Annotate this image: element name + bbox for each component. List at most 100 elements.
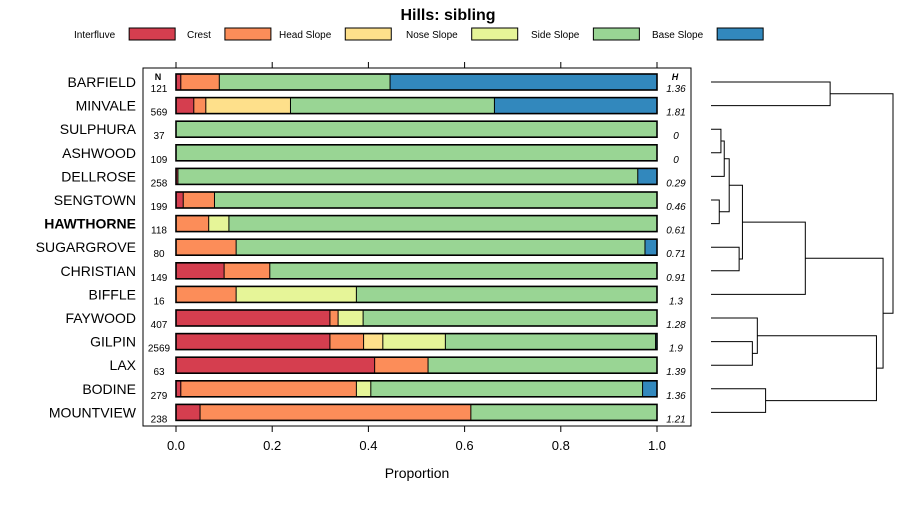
legend-item: Side Slope xyxy=(531,27,640,41)
bar-row xyxy=(175,285,658,304)
bar-segment xyxy=(637,168,657,185)
bar-segment xyxy=(236,286,357,303)
bar-outline xyxy=(175,261,658,280)
bar-segment xyxy=(200,404,471,421)
row-n: 80 xyxy=(153,249,165,260)
bar-segment xyxy=(374,357,429,374)
bar-segment xyxy=(290,97,495,114)
row-label: SENGTOWN xyxy=(54,192,136,208)
row-label: SULPHURA xyxy=(60,121,137,137)
row-labels: N H BARFIELD 121 1.36 MINVALE 569 1.81 SULPHURA 3… xyxy=(36,72,687,425)
n-header: N xyxy=(155,72,162,82)
bar-segment xyxy=(176,286,237,303)
row-n: 407 xyxy=(151,320,168,331)
bar-outline xyxy=(175,238,658,256)
bar-segment xyxy=(176,380,181,397)
x-tick-label: 0.6 xyxy=(456,438,474,453)
bar-segment xyxy=(370,380,643,397)
bar-segment xyxy=(642,380,657,397)
bar-segment xyxy=(428,357,657,374)
bar-outline xyxy=(175,73,658,91)
bar-segment xyxy=(329,333,364,350)
bar-segment xyxy=(363,310,657,326)
bars xyxy=(175,73,658,422)
bar-outline xyxy=(175,356,658,375)
bar-outline xyxy=(175,309,658,327)
dendrogram-link xyxy=(711,388,767,413)
row-n: 569 xyxy=(151,108,168,119)
row-n: 2569 xyxy=(148,344,171,355)
dendrogram xyxy=(711,81,894,413)
bar-row xyxy=(175,332,658,351)
bar-segment xyxy=(176,404,201,421)
bar-segment xyxy=(228,215,657,232)
bar-segment xyxy=(177,168,638,185)
row-h: 1.36 xyxy=(666,391,686,402)
bar-segment xyxy=(236,239,645,256)
bar-row xyxy=(175,403,658,422)
row-label: ASHWOOD xyxy=(62,145,136,161)
row-h: 0.61 xyxy=(666,226,685,237)
legend-item: Nose Slope xyxy=(406,27,519,41)
bar-segment xyxy=(356,286,657,303)
dendrogram-link xyxy=(711,140,725,177)
row-label: BODINE xyxy=(82,381,136,397)
bar-segment xyxy=(176,74,181,90)
bar-outline xyxy=(175,332,658,351)
bar-segment xyxy=(269,262,657,279)
bar-row xyxy=(175,309,658,327)
row-label: CHRISTIAN xyxy=(61,263,136,279)
bar-segment xyxy=(176,262,225,279)
bar-outline xyxy=(175,191,658,209)
bar-segment xyxy=(363,333,383,350)
bar-segment xyxy=(214,192,658,208)
bar-segment xyxy=(183,192,215,208)
bar-segment xyxy=(180,380,357,397)
bar-segment xyxy=(470,404,657,421)
bar-row xyxy=(175,73,658,91)
bar-outline xyxy=(175,285,658,304)
row-h: 1.39 xyxy=(666,367,686,378)
bar-outline xyxy=(175,96,658,115)
bar-outline xyxy=(175,403,658,422)
legend-label: Head Slope xyxy=(279,30,332,41)
row-n: 121 xyxy=(151,84,168,95)
bar-row xyxy=(175,120,658,138)
bar-segment xyxy=(176,310,330,326)
row-label: GILPIN xyxy=(90,334,136,350)
dendrogram-link xyxy=(711,81,831,107)
bar-segment xyxy=(176,239,237,256)
legend-label: Base Slope xyxy=(652,30,704,41)
legend-item: Head Slope xyxy=(279,27,392,41)
row-label: LAX xyxy=(110,357,137,373)
dendrogram-link xyxy=(711,341,753,366)
bar-segment xyxy=(176,121,657,138)
bar-segment xyxy=(176,215,209,232)
x-axis-label: Proportion xyxy=(385,465,450,481)
bar-segment xyxy=(390,74,657,90)
dendrogram-link xyxy=(729,184,743,260)
bar-row xyxy=(175,191,658,209)
legend-label: Crest xyxy=(187,30,211,41)
bar-segment xyxy=(176,192,184,208)
row-n: 199 xyxy=(151,202,168,213)
x-tick-label: 0.0 xyxy=(167,438,185,453)
bar-outline xyxy=(175,120,658,138)
dendrogram-link xyxy=(711,128,722,154)
row-label: MOUNTVIEW xyxy=(49,404,137,420)
row-n: 109 xyxy=(151,155,168,166)
legend: Interfluve Crest Head Slope Nose Slope Side … xyxy=(74,27,764,41)
x-tick-label: 1.0 xyxy=(648,438,666,453)
row-n: 279 xyxy=(151,391,168,402)
bar-outline xyxy=(175,214,658,233)
chart-title: Hills: sibling xyxy=(400,7,495,24)
legend-swatch xyxy=(344,27,392,41)
bar-row xyxy=(175,167,658,186)
bar-segment xyxy=(329,310,339,326)
bar-segment xyxy=(176,357,375,374)
dendrogram-link xyxy=(805,257,884,369)
bar-segment xyxy=(219,74,391,90)
bar-segment xyxy=(208,215,229,232)
